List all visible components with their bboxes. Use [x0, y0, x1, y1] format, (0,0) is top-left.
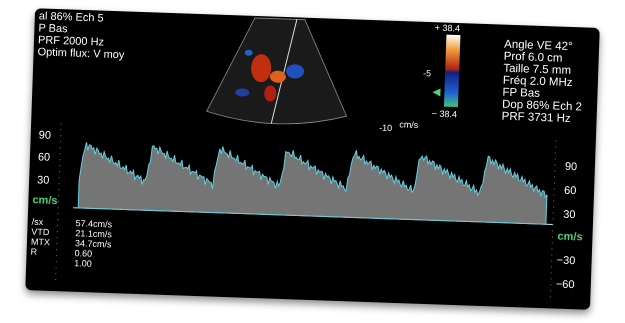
right-axis [549, 140, 557, 299]
measurement-label: MTX [31, 237, 50, 248]
acquisition-setting: P Bas [38, 22, 68, 35]
left-scale-unit: cm/s [32, 194, 57, 207]
right-scale-tick: 60 [564, 185, 577, 197]
left-axis [55, 123, 62, 282]
right-scale-tick: −30 [556, 255, 575, 268]
doppler-parameter: FP Bas [502, 87, 540, 100]
measurement-label: /sx [32, 217, 44, 227]
sector-image [206, 17, 348, 125]
right-scale-unit: cm/s [557, 231, 582, 244]
depth-label: -10 [379, 123, 392, 133]
measurement-value: 21.1cm/s [75, 228, 112, 239]
monitor-panel: + 38.4 -5 − 38.4 -10 cm/s al 86% Ech 5P … [25, 8, 600, 310]
color-scale-mid: -5 [423, 68, 431, 78]
color-scale-min: − 38.4 [432, 109, 458, 120]
right-scale-tick: −60 [556, 278, 575, 291]
right-scale-tick: 30 [563, 209, 576, 221]
measurement-label: VTD [31, 227, 50, 238]
measurement-label: R [30, 247, 37, 257]
measurement-value: 0.60 [74, 248, 92, 259]
baseline-marker [432, 88, 441, 97]
measurement-value: 34.7cm/s [75, 238, 112, 249]
doppler-parameter: Angle VE 42° [504, 39, 573, 53]
doppler-parameter: Taille 7.5 mm [503, 63, 571, 77]
doppler-parameter: Dop 86% Ech 2 [502, 99, 582, 114]
color-scale-unit: cm/s [399, 119, 419, 130]
left-scale-tick: 30 [37, 174, 50, 186]
acquisition-setting: Optim flux: V moy [37, 46, 125, 61]
doppler-spectrum [77, 142, 548, 225]
left-scale-tick: 60 [38, 151, 51, 163]
color-scale-max: + 38.4 [435, 23, 461, 34]
color-scale-bar [443, 34, 461, 108]
measurement-value: 57.4cm/s [75, 218, 112, 229]
measurement-value: 1.00 [74, 258, 92, 269]
doppler-parameter: PRF 3731 Hz [501, 111, 571, 125]
right-scale-tick: 90 [565, 161, 578, 173]
doppler-parameter: Prof 6.0 cm [504, 51, 563, 65]
acquisition-setting: al 86% Ech 5 [39, 10, 104, 24]
acquisition-setting: PRF 2000 Hz [38, 34, 104, 48]
doppler-parameter: Fréq 2.0 MHz [503, 75, 573, 89]
left-scale-tick: 90 [38, 129, 51, 141]
